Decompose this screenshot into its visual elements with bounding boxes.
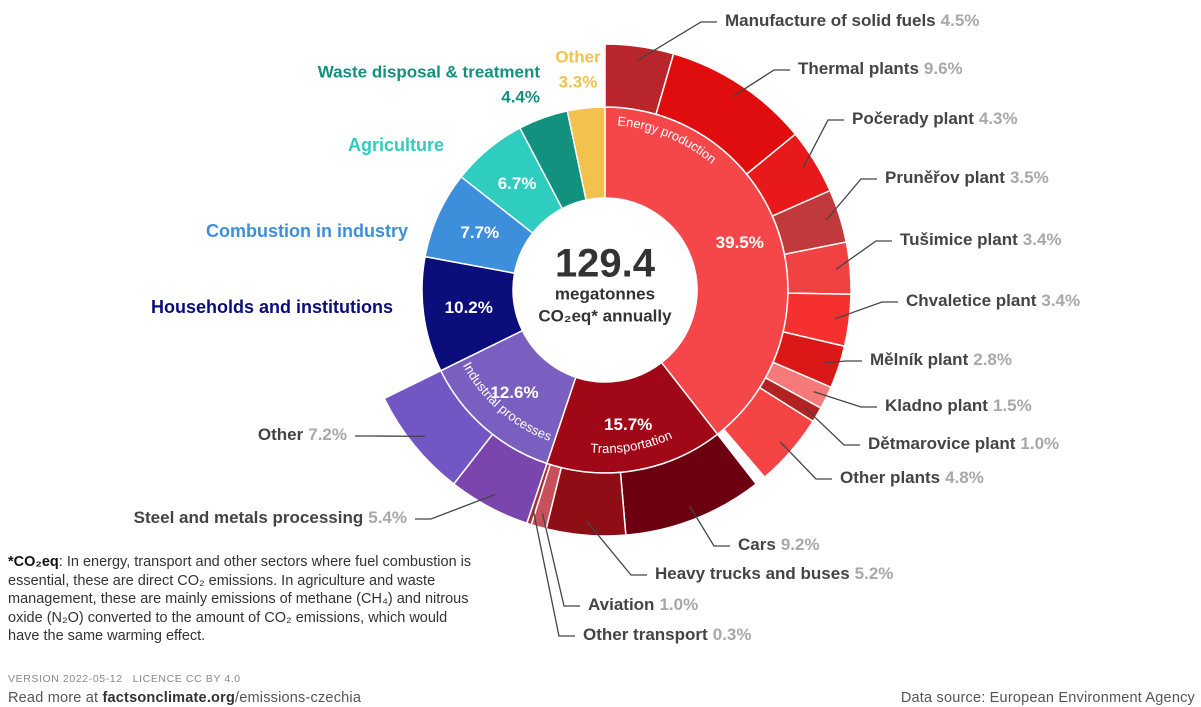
sub-sector-value: 2.8% [973,350,1012,369]
sub-sector-label: Cars 9.2% [738,535,820,554]
leader-line [586,520,647,576]
sector-name: Households and institutions [151,297,393,317]
sub-sector-name: Dětmarovice plant [868,434,1016,453]
sub-sector-name: Chvaletice plant [906,291,1037,310]
sub-sector-label: Manufacture of solid fuels 4.5% [725,11,979,30]
leader-line [541,513,580,607]
sub-sector-name: Tušimice plant [900,230,1018,249]
read-more: Read more at factsonclimate.org/emission… [8,690,361,706]
sub-sector-value: 1.0% [1020,434,1059,453]
sector-value: 3.3% [559,72,598,91]
sector-name: Waste disposal & treatment [318,62,541,81]
center-value: 129.4 [555,242,656,286]
sub-sector-label: Mělník plant 2.8% [870,350,1012,369]
leader-line [804,407,860,446]
sector-value: 12.6% [490,383,538,402]
version-line: VERSION 2022-05-12 LICENCE CC BY 4.0 [8,673,241,685]
sub-sector-value: 4.5% [941,11,980,30]
leader-line [835,301,898,320]
leader-line [415,493,496,520]
version: VERSION 2022-05-12 [8,673,123,685]
sub-sector-label: Kladno plant 1.5% [885,396,1032,415]
center-line: megatonnes [555,284,655,303]
sub-sector-label: Tušimice plant 3.4% [900,230,1062,249]
sector-name: Combustion in industry [206,221,408,241]
licence: LICENCE CC BY 4.0 [132,673,241,685]
sector-value: 10.2% [445,298,493,317]
sub-sector-value: 5.2% [855,564,894,583]
read-more-prefix: Read more at [8,690,103,706]
center-line: CO₂eq* annually [538,306,672,325]
sub-sector-name: Počerady plant [852,109,974,128]
sub-sector-name: Manufacture of solid fuels [725,11,936,30]
sub-sector-label: Thermal plants 9.6% [798,59,963,78]
sub-sector-name: Mělník plant [870,350,969,369]
leader-line [825,360,862,364]
sub-sector-name: Other plants [840,468,940,487]
sub-sector-value: 7.2% [308,425,347,444]
footnote: *CO₂eq: In energy, transport and other s… [8,553,478,646]
sector-name: Agriculture [348,135,444,155]
sub-sector-name: Pruněřov plant [885,168,1005,187]
sub-sector-value: 3.4% [1041,291,1080,310]
sector [566,106,606,201]
sub-sector-label: Chvaletice plant 3.4% [906,291,1080,310]
sub-sector-label: Počerady plant 4.3% [852,109,1018,128]
sub-sector-label: Aviation 1.0% [588,595,698,614]
sector-name: Other [555,47,601,66]
sub-sector-name: Other transport [583,625,708,644]
sub-sector-name: Other [258,425,304,444]
leader-line [813,391,877,408]
sub-sector-value: 4.8% [945,468,984,487]
sector-value: 39.5% [716,233,764,252]
leader-line [802,119,844,169]
sub-sector-label: Heavy trucks and buses 5.2% [655,564,893,583]
sub-sector-value: 1.0% [659,595,698,614]
data-source: Data source: European Environment Agency [900,690,1195,706]
leader-line [835,240,892,270]
sub-sector-label: Other 7.2% [258,425,347,444]
leader-line [532,510,575,637]
sub-sector-name: Steel and metals processing [134,508,364,527]
sub-sector-label: Other transport 0.3% [583,625,751,644]
sub-sector-name: Kladno plant [885,396,988,415]
footnote-text: : In energy, transport and other sectors… [8,554,472,644]
footnote-term: *CO₂eq [8,554,59,570]
leader-line [779,441,832,480]
sub-sector-name: Heavy trucks and buses [655,564,850,583]
read-more-link[interactable]: factsonclimate.org [102,690,236,706]
sub-sector-value: 1.5% [993,396,1032,415]
sub-sector-value: 9.6% [924,59,963,78]
sub-sector-value: 4.3% [979,109,1018,128]
sub-sector-value: 3.4% [1023,230,1062,249]
sub-sector-label: Other plants 4.8% [840,468,984,487]
leader-line [732,69,790,97]
sub-sector-name: Cars [738,535,776,554]
sub-sector [383,369,494,486]
sub-sector-value: 0.3% [713,625,752,644]
read-more-path: /emissions-czechia [235,690,362,706]
sector-value: 15.7% [604,415,652,434]
sub-sector-label: Dětmarovice plant 1.0% [868,434,1059,453]
sub-sector-name: Aviation [588,595,654,614]
sub-sector-label: Pruněřov plant 3.5% [885,168,1049,187]
sub-sector-value: 9.2% [781,535,820,554]
leader-line [637,21,717,61]
leader-line [825,178,877,221]
leader-line [689,505,730,547]
sector-value: 7.7% [460,223,499,242]
sub-sector-name: Thermal plants [798,59,919,78]
sub-sector-value: 5.4% [368,508,407,527]
sub-sector [722,386,815,479]
sub-sector-label: Steel and metals processing 5.4% [134,508,407,527]
sector-value: 4.4% [501,87,540,106]
sub-sector-value: 3.5% [1010,168,1049,187]
sector-value: 6.7% [498,174,537,193]
